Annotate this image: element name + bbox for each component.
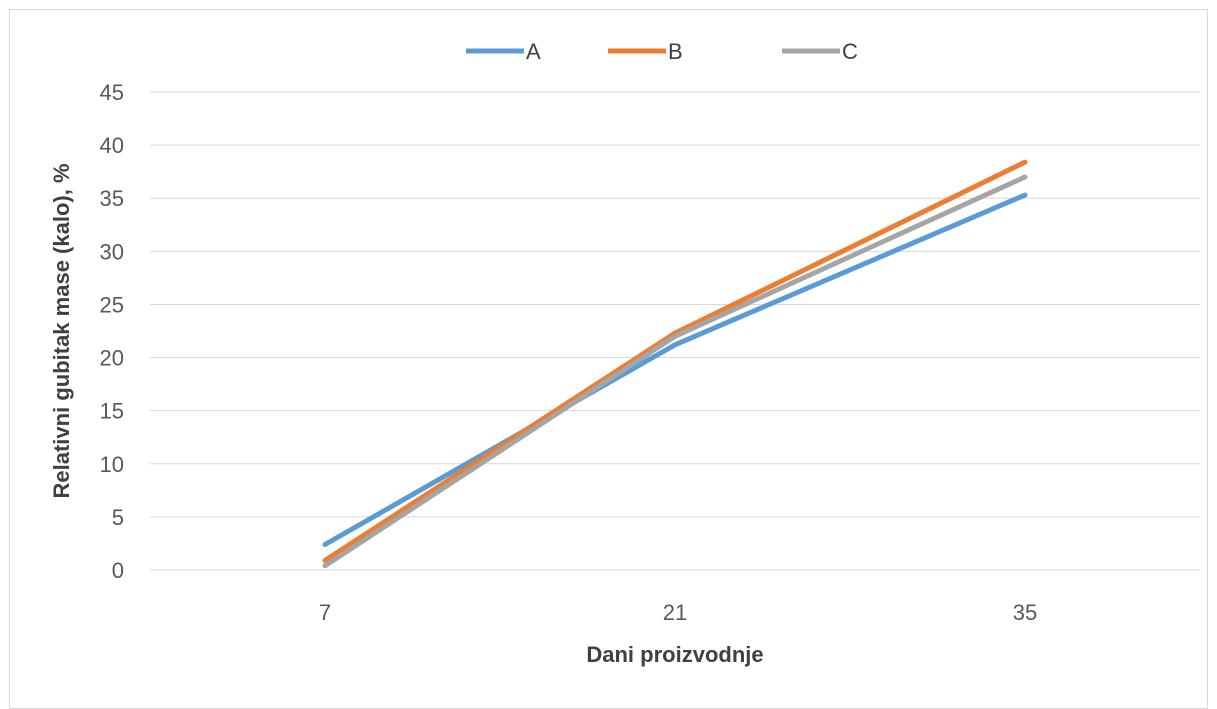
y-tick-label: 20 (100, 346, 124, 371)
x-tick-label: 35 (1013, 600, 1037, 625)
chart-container: 0 5 10 15 20 25 30 35 40 45 7 21 35 A B C Dani proizv… (9, 9, 1208, 709)
legend-label-a: A (526, 39, 541, 64)
x-tick-label: 21 (663, 600, 687, 625)
gridlines (150, 91, 1200, 571)
y-tick-label: 45 (100, 80, 124, 105)
y-tick-label: 0 (112, 558, 124, 583)
legend: A B C (466, 39, 858, 64)
line-chart: 0 5 10 15 20 25 30 35 40 45 7 21 35 A B C Dani proizv… (49, 39, 1200, 667)
x-axis-title: Dani proizvodnje (586, 642, 763, 667)
legend-label-b: B (668, 39, 683, 64)
y-axis-title: Relativni gubitak mase (kalo), % (49, 164, 74, 499)
y-tick-label: 5 (112, 505, 124, 530)
y-tick-labels: 0 5 10 15 20 25 30 35 40 45 (100, 80, 124, 583)
y-tick-label: 25 (100, 292, 124, 317)
legend-label-c: C (842, 39, 858, 64)
series-line-c (322, 174, 1028, 569)
y-tick-label: 30 (100, 239, 124, 264)
x-tick-label: 7 (319, 600, 331, 625)
y-tick-label: 40 (100, 133, 124, 158)
y-tick-label: 15 (100, 399, 124, 424)
series-lines (322, 159, 1028, 569)
series-line-a (322, 192, 1028, 548)
y-tick-label: 10 (100, 452, 124, 477)
x-tick-labels: 7 21 35 (319, 600, 1037, 625)
series-line-b (322, 159, 1028, 563)
y-tick-label: 35 (100, 186, 124, 211)
